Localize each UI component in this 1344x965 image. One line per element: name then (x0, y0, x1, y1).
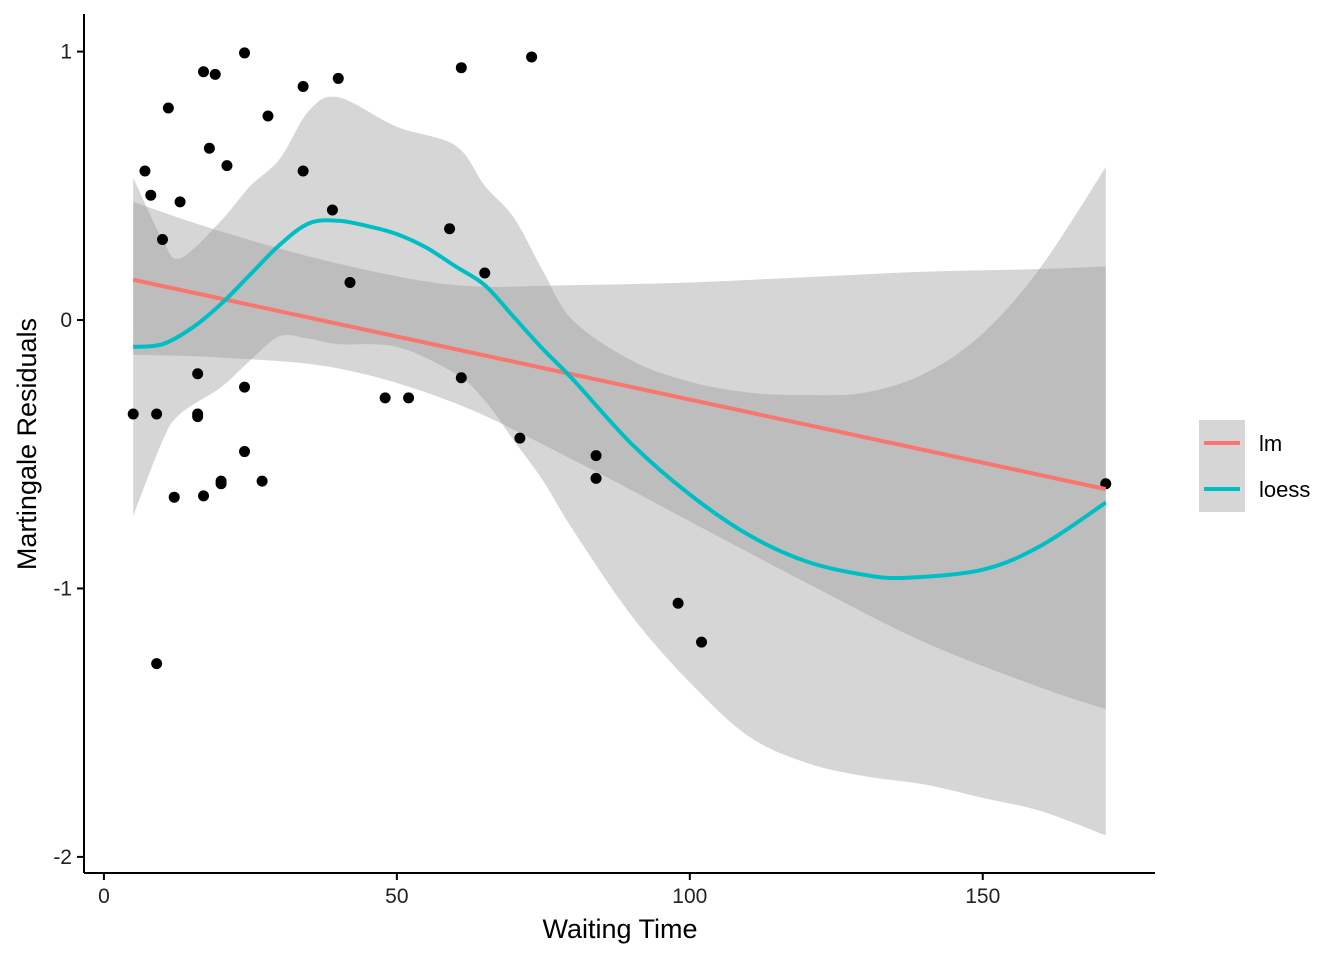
data-point (192, 368, 204, 380)
data-point (203, 142, 215, 154)
legend: lm loess (1199, 420, 1310, 512)
ribbon-lm (133, 201, 1106, 710)
data-point (162, 102, 174, 114)
x-tick-label: 100 (672, 885, 707, 908)
data-point (262, 110, 274, 122)
data-point (127, 408, 139, 420)
y-ticks: -2 -1 0 1 (53, 41, 84, 869)
data-point (379, 392, 391, 404)
data-point (455, 62, 467, 74)
y-tick-label: -2 (53, 846, 72, 869)
data-point (526, 51, 538, 63)
data-point (326, 204, 338, 216)
data-point (198, 490, 210, 502)
y-tick-label: 1 (60, 41, 72, 64)
data-point (590, 472, 602, 484)
data-point (672, 597, 684, 609)
line-lm (132, 277, 1107, 492)
data-point (145, 189, 157, 201)
y-tick-label: -1 (53, 577, 72, 600)
data-point (215, 478, 227, 490)
data-point (297, 165, 309, 177)
fit-lines (132, 218, 1107, 581)
data-point (239, 446, 251, 458)
data-point (157, 233, 169, 245)
x-tick-label: 150 (965, 885, 1000, 908)
ribbon-loess (133, 96, 1106, 836)
line-loess (133, 218, 1107, 581)
data-point (151, 408, 163, 420)
x-tick-label: 50 (385, 885, 408, 908)
x-ticks: 0 50 100 150 (98, 873, 1000, 908)
data-point (192, 411, 204, 423)
data-point (174, 196, 186, 208)
data-point (344, 276, 356, 288)
data-point (198, 66, 210, 78)
data-point (297, 80, 309, 92)
legend-label-lm: lm (1259, 431, 1282, 456)
data-point (696, 636, 708, 648)
data-point (455, 372, 467, 384)
x-tick-label: 0 (98, 885, 110, 908)
data-point (239, 47, 251, 59)
data-point (403, 392, 415, 404)
data-point (479, 267, 491, 279)
data-point (209, 68, 221, 80)
data-point (239, 381, 251, 393)
data-point (590, 450, 602, 462)
ribbons (133, 96, 1106, 836)
scatter-points (127, 47, 1112, 670)
y-tick-label: 0 (60, 309, 72, 332)
data-point (168, 491, 180, 503)
y-axis-label: Martingale Residuals (12, 318, 42, 570)
data-point (221, 160, 233, 172)
data-point (256, 475, 268, 487)
data-point (151, 658, 163, 670)
data-point (139, 165, 151, 177)
data-point (514, 432, 526, 444)
x-axis-label: Waiting Time (542, 914, 697, 944)
legend-label-loess: loess (1259, 477, 1310, 502)
data-point (332, 72, 344, 84)
data-point (444, 223, 456, 235)
